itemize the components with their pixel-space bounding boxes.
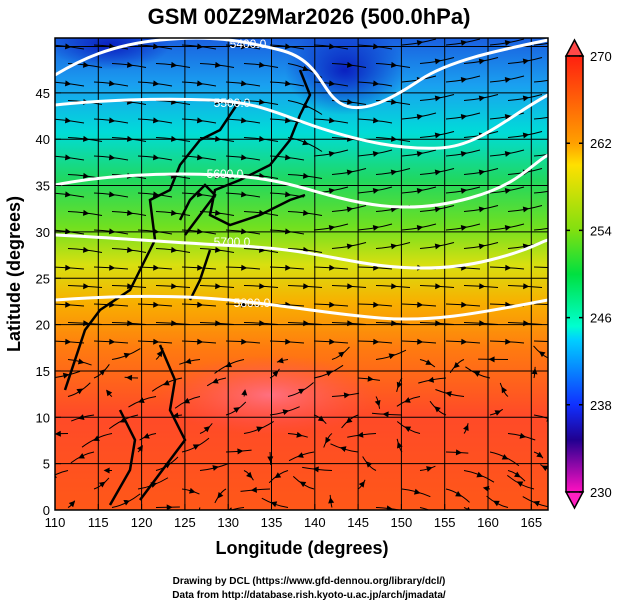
streamline-arrow xyxy=(549,224,556,231)
credit-drawing: Drawing by DCL (https://www.gfd-dennou.o… xyxy=(173,576,446,587)
y-tick-label: 25 xyxy=(36,271,50,286)
streamline-arrow xyxy=(549,150,556,157)
streamline-arrow xyxy=(549,113,556,120)
y-tick-label: 10 xyxy=(36,410,50,425)
y-tick-label: 15 xyxy=(36,364,50,379)
x-tick-label: 150 xyxy=(391,515,413,530)
colorbar-min-triangle xyxy=(566,492,583,508)
x-tick-label: 140 xyxy=(304,515,326,530)
contour-label: 5600.0 xyxy=(207,167,244,181)
y-axis-label: Latitude (degrees) xyxy=(4,196,24,352)
streamline-arrow xyxy=(30,453,38,461)
credit-data: Data from http://database.rish.kyoto-u.a… xyxy=(172,590,446,601)
colorbar-label: 270 xyxy=(590,49,612,64)
chart-title: GSM 00Z29Mar2026 (500.0hPa) xyxy=(148,4,471,29)
y-tick-label: 35 xyxy=(36,179,50,194)
plot-area xyxy=(21,20,586,521)
streamline-arrow xyxy=(549,302,555,308)
x-tick-label: 135 xyxy=(261,515,283,530)
y-tick-label: 20 xyxy=(36,318,50,333)
colorbar-label: 262 xyxy=(590,136,612,151)
x-tick-label: 120 xyxy=(131,515,153,530)
y-tick-label: 5 xyxy=(43,457,50,472)
contour-label: 5500.0 xyxy=(214,96,251,110)
streamline-arrow xyxy=(195,512,202,519)
y-tick-label: 0 xyxy=(43,503,50,518)
streamline-arrow xyxy=(549,187,556,194)
streamline xyxy=(36,489,50,494)
y-tick-label: 40 xyxy=(36,132,50,147)
colorbar-label: 254 xyxy=(590,223,612,238)
contour-label: 5800.0 xyxy=(234,296,271,310)
x-tick-label: 125 xyxy=(174,515,196,530)
x-tick-label: 160 xyxy=(477,515,499,530)
contour-label: 5700.0 xyxy=(214,235,251,249)
colorbar-label: 246 xyxy=(590,311,612,326)
streamline-arrow xyxy=(549,339,555,345)
colorbar-max-triangle xyxy=(566,40,583,56)
x-tick-label: 145 xyxy=(347,515,369,530)
colorbar: 270 262 254 246 238 230 xyxy=(566,40,612,508)
streamline-arrow xyxy=(549,39,556,46)
x-tick-label: 155 xyxy=(434,515,456,530)
streamline xyxy=(50,404,54,415)
x-tick-label: 115 xyxy=(88,515,109,530)
x-tick-label: 130 xyxy=(217,515,239,530)
streamline-arrow xyxy=(37,488,45,496)
temperature-field xyxy=(55,38,548,510)
streamline-arrow xyxy=(549,265,555,271)
colorbar-label: 238 xyxy=(590,398,612,413)
colorbar-bar xyxy=(566,56,583,492)
y-tick-label: 30 xyxy=(36,225,50,240)
y-tick-label: 45 xyxy=(36,86,50,101)
x-tick-label: 165 xyxy=(520,515,542,530)
x-axis-label: Longitude (degrees) xyxy=(215,538,388,558)
streamline-arrow xyxy=(549,76,556,83)
contour-label: 5400.0 xyxy=(230,37,267,51)
colorbar-label: 230 xyxy=(590,485,612,500)
